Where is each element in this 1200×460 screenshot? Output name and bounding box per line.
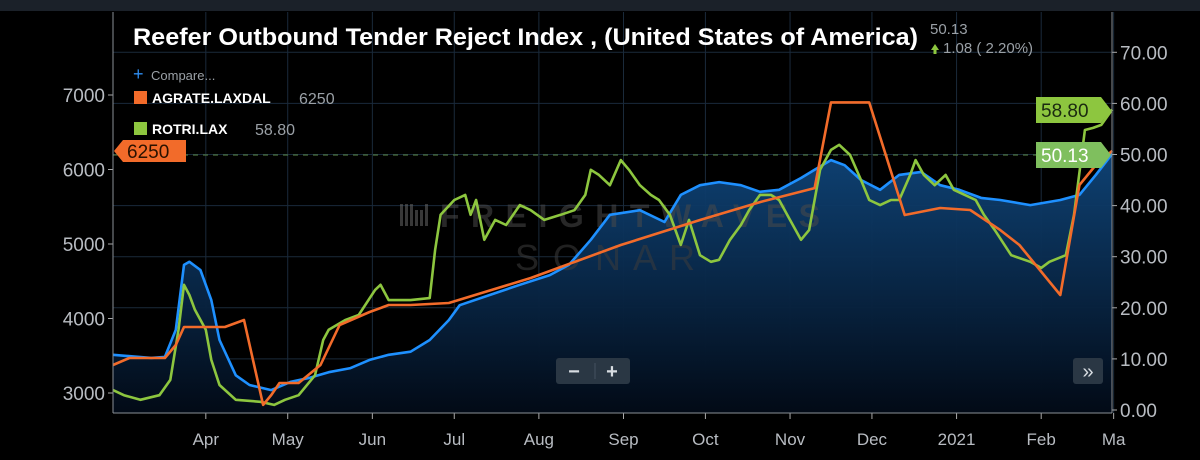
left-price-tag: 6250 [114,140,186,163]
x-axis-label: Dec [857,430,888,449]
series-line-agrate-laxdal [112,101,1114,407]
x-axis-label: Nov [775,430,806,449]
arrow-up-icon [931,44,939,54]
x-axis-label: Jun [359,430,386,449]
series-lines [112,101,1114,407]
right-axis-label: 0.00 [1120,401,1157,422]
left-axis-label: 7000 [63,86,105,107]
double-chevron-right-icon: » [1082,361,1093,383]
index-area [113,153,1113,414]
x-axis-label: May [272,430,305,449]
header-value: 50.13 [930,21,968,38]
series-area-fill [113,153,1113,414]
right-axis-label: 70.00 [1120,43,1168,64]
zoom-in-button[interactable]: + [606,361,618,383]
legend-item-rotri[interactable]: ROTRI.LAX 58.80 [134,121,295,139]
series-line-reefer-outbound-tender-reject-index [112,153,1114,392]
left-tag-value: 6250 [127,142,169,163]
right-axis-label: 50.00 [1120,146,1168,167]
legend-swatch-green [134,122,147,135]
left-axis-label: 4000 [63,310,105,331]
right-axis-label: 30.00 [1120,248,1168,269]
legend-value: 58.80 [255,122,295,139]
chart-title: Reefer Outbound Tender Reject Index , (U… [133,24,918,51]
compare-label: Compare... [151,68,215,83]
legend-item-agrate[interactable]: AGRATE.LAXDAL 6250 [134,90,335,108]
x-axis-label: Ma [1102,430,1126,449]
x-axis-label: Oct [692,430,719,449]
right-price-tag-index: 50.13 [1036,142,1111,168]
left-axis-label: 3000 [63,384,105,405]
plus-icon: + [133,64,144,84]
x-axis-label: 2021 [938,430,976,449]
right-tag-index-value: 50.13 [1041,146,1089,167]
right-axis-label: 20.00 [1120,299,1168,320]
right-axis-label: 10.00 [1120,350,1168,371]
axes: 0.00 10.00 20.00 30.00 40.00 50.00 60.00 70.00 3… [63,12,1168,449]
watermark-bars-icon [400,204,428,226]
header-change: 1.08 ( 2.20%) [943,40,1033,57]
legend-label: AGRATE.LAXDAL [152,90,271,106]
left-axis-label: 6000 [63,161,105,182]
right-axis-label: 40.00 [1120,197,1168,218]
watermark-sonar: S O N A R [515,237,695,278]
scroll-to-end-button[interactable]: » [1073,358,1103,384]
right-price-tag-green: 58.80 [1036,97,1111,123]
legend-swatch-orange [134,91,147,104]
zoom-controls: − + [556,358,630,384]
right-tag-value: 58.80 [1041,101,1089,122]
left-axis-label: 5000 [63,235,105,256]
x-axis-label: Apr [193,430,220,449]
compare-button[interactable]: + Compare... [133,64,215,84]
legend-value: 6250 [299,91,335,108]
zoom-out-button[interactable]: − [568,361,580,383]
x-axis-label: Aug [524,430,554,449]
x-axis-label: Feb [1027,430,1056,449]
x-axis-label: Jul [443,430,465,449]
x-axis-label: Sep [608,430,638,449]
series-line-rotri-lax [112,108,1114,407]
top-bar [0,0,1200,11]
right-axis-label: 60.00 [1120,94,1168,115]
legend-label: ROTRI.LAX [152,121,228,137]
